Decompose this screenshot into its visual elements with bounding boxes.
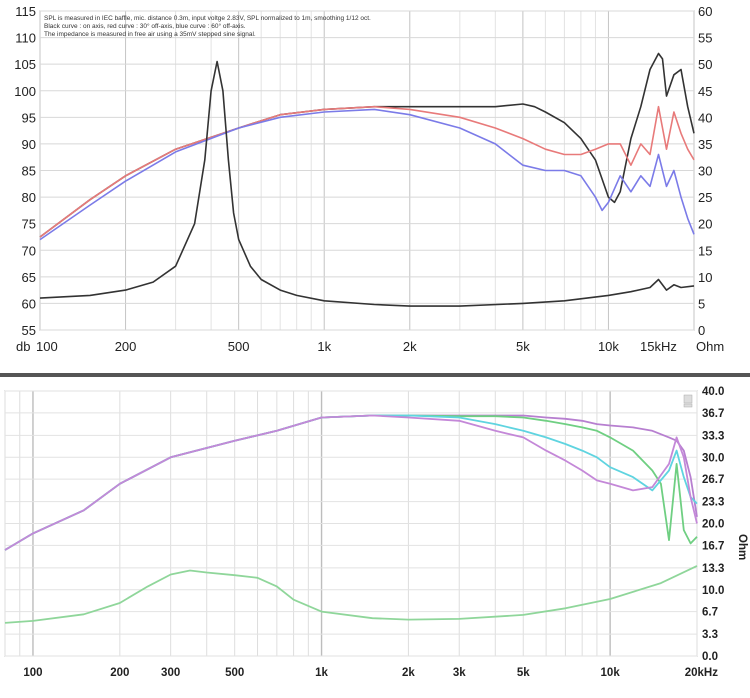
- top-series-1: [39, 105, 695, 238]
- bottom-x-tick: 500: [225, 667, 244, 679]
- top-left-tick: 100: [14, 84, 36, 99]
- top-left-tick: 115: [15, 4, 36, 19]
- bottom-right-tick: 40.0: [702, 386, 724, 398]
- top-left-tick: 90: [22, 137, 36, 152]
- bottom-x-tick: 2k: [402, 667, 415, 679]
- right-axis-label: Ohm: [696, 339, 724, 354]
- left-axis-label: db: [16, 339, 30, 354]
- top-right-tick: 40: [698, 110, 712, 125]
- top-x-tick: 500: [228, 339, 250, 354]
- top-right-tick: 20: [698, 217, 712, 232]
- bottom-right-tick: 13.3: [702, 563, 724, 575]
- bottom-right-tick: 26.7: [702, 474, 724, 486]
- note-line-2: Black curve : on axis, red curve : 30° o…: [44, 22, 246, 30]
- top-right-tick: 45: [698, 84, 712, 99]
- top-left-tick: 60: [22, 296, 36, 311]
- bottom-grid: [4, 390, 698, 657]
- top-left-tick: 85: [22, 164, 36, 179]
- top-notes: SPL is measured in IEC baffle, mic. dist…: [44, 15, 371, 38]
- bottom-x-tick: 20kHz: [685, 667, 718, 679]
- top-curves: [39, 52, 695, 307]
- top-right-tick: 5: [698, 296, 705, 311]
- top-left-tick: 70: [22, 243, 36, 258]
- chart-separator: [0, 373, 750, 377]
- bottom-right-tick: 20.0: [702, 519, 724, 531]
- top-right-tick: 30: [698, 164, 712, 179]
- top-x-tick: 200: [115, 339, 137, 354]
- top-x-tick: 2k: [403, 339, 417, 354]
- bottom-ticks: 0.0 3.3 6.7 10.0 13.3 16.7 20.0 23.3 26.7 30.0 33.…: [23, 386, 724, 679]
- bottom-x-tick: 100: [23, 667, 42, 679]
- bottom-right-tick: 10.0: [702, 585, 724, 597]
- bottom-right-tick: 33.3: [702, 430, 724, 442]
- top-right-tick: 15: [698, 243, 712, 258]
- top-x-tick: 15kHz: [640, 339, 677, 354]
- bottom-series-4: [4, 565, 698, 624]
- bottom-right-tick: 0.0: [702, 651, 718, 663]
- bottom-right-axis-label: Ohm: [736, 534, 748, 560]
- top-series-3: [39, 60, 695, 307]
- top-right-tick: 55: [698, 31, 712, 46]
- top-left-tick: 95: [22, 110, 36, 125]
- corner-icon: [683, 394, 693, 408]
- note-line-1: SPL is measured in IEC baffle, mic. dist…: [44, 15, 371, 22]
- bottom-series-3: [4, 414, 698, 551]
- top-left-tick: 105: [14, 57, 36, 72]
- top-right-tick: 35: [698, 137, 712, 152]
- top-series-2: [39, 108, 695, 241]
- top-left-tick: 75: [22, 217, 36, 232]
- bottom-right-tick: 6.7: [702, 607, 718, 619]
- bottom-curves: [4, 414, 698, 624]
- top-x-tick: 10k: [598, 339, 619, 354]
- bottom-right-tick: 30.0: [702, 452, 724, 464]
- top-right-tick: 10: [698, 270, 712, 285]
- top-right-tick: 0: [698, 323, 705, 338]
- top-left-tick: 65: [22, 270, 36, 285]
- bottom-x-tick: 5k: [517, 667, 530, 679]
- top-chart: 55 60 65 70 75 80 85 90 95 100 105 110 115 0 5 10 15 20 25…: [14, 4, 724, 354]
- bottom-x-tick: 300: [161, 667, 180, 679]
- top-x-tick: 1k: [317, 339, 331, 354]
- bottom-x-tick: 10k: [601, 667, 621, 679]
- top-x-tick: 5k: [516, 339, 530, 354]
- top-right-tick: 25: [698, 190, 712, 205]
- bottom-chart: 0.0 3.3 6.7 10.0 13.3 16.7 20.0 23.3 26.7 30.0 33.…: [4, 386, 748, 679]
- top-left-tick: 55: [22, 323, 36, 338]
- bottom-right-tick: 3.3: [702, 629, 718, 641]
- bottom-x-tick: 200: [110, 667, 129, 679]
- top-right-tick: 50: [698, 57, 712, 72]
- bottom-right-tick: 36.7: [702, 408, 724, 420]
- top-left-tick: 110: [15, 31, 36, 46]
- bottom-x-tick: 3k: [453, 667, 466, 679]
- top-right-tick: 60: [698, 4, 712, 19]
- top-left-tick: 80: [22, 190, 36, 205]
- bottom-right-tick: 23.3: [702, 497, 724, 509]
- note-line-3: The impedance is measured in free air us…: [44, 31, 256, 38]
- top-x-tick: 100: [36, 339, 58, 354]
- bottom-right-tick: 16.7: [702, 540, 724, 552]
- top-ticks: 55 60 65 70 75 80 85 90 95 100 105 110 115 0 5 10 15 20 25…: [14, 4, 712, 354]
- bottom-x-tick: 1k: [315, 667, 328, 679]
